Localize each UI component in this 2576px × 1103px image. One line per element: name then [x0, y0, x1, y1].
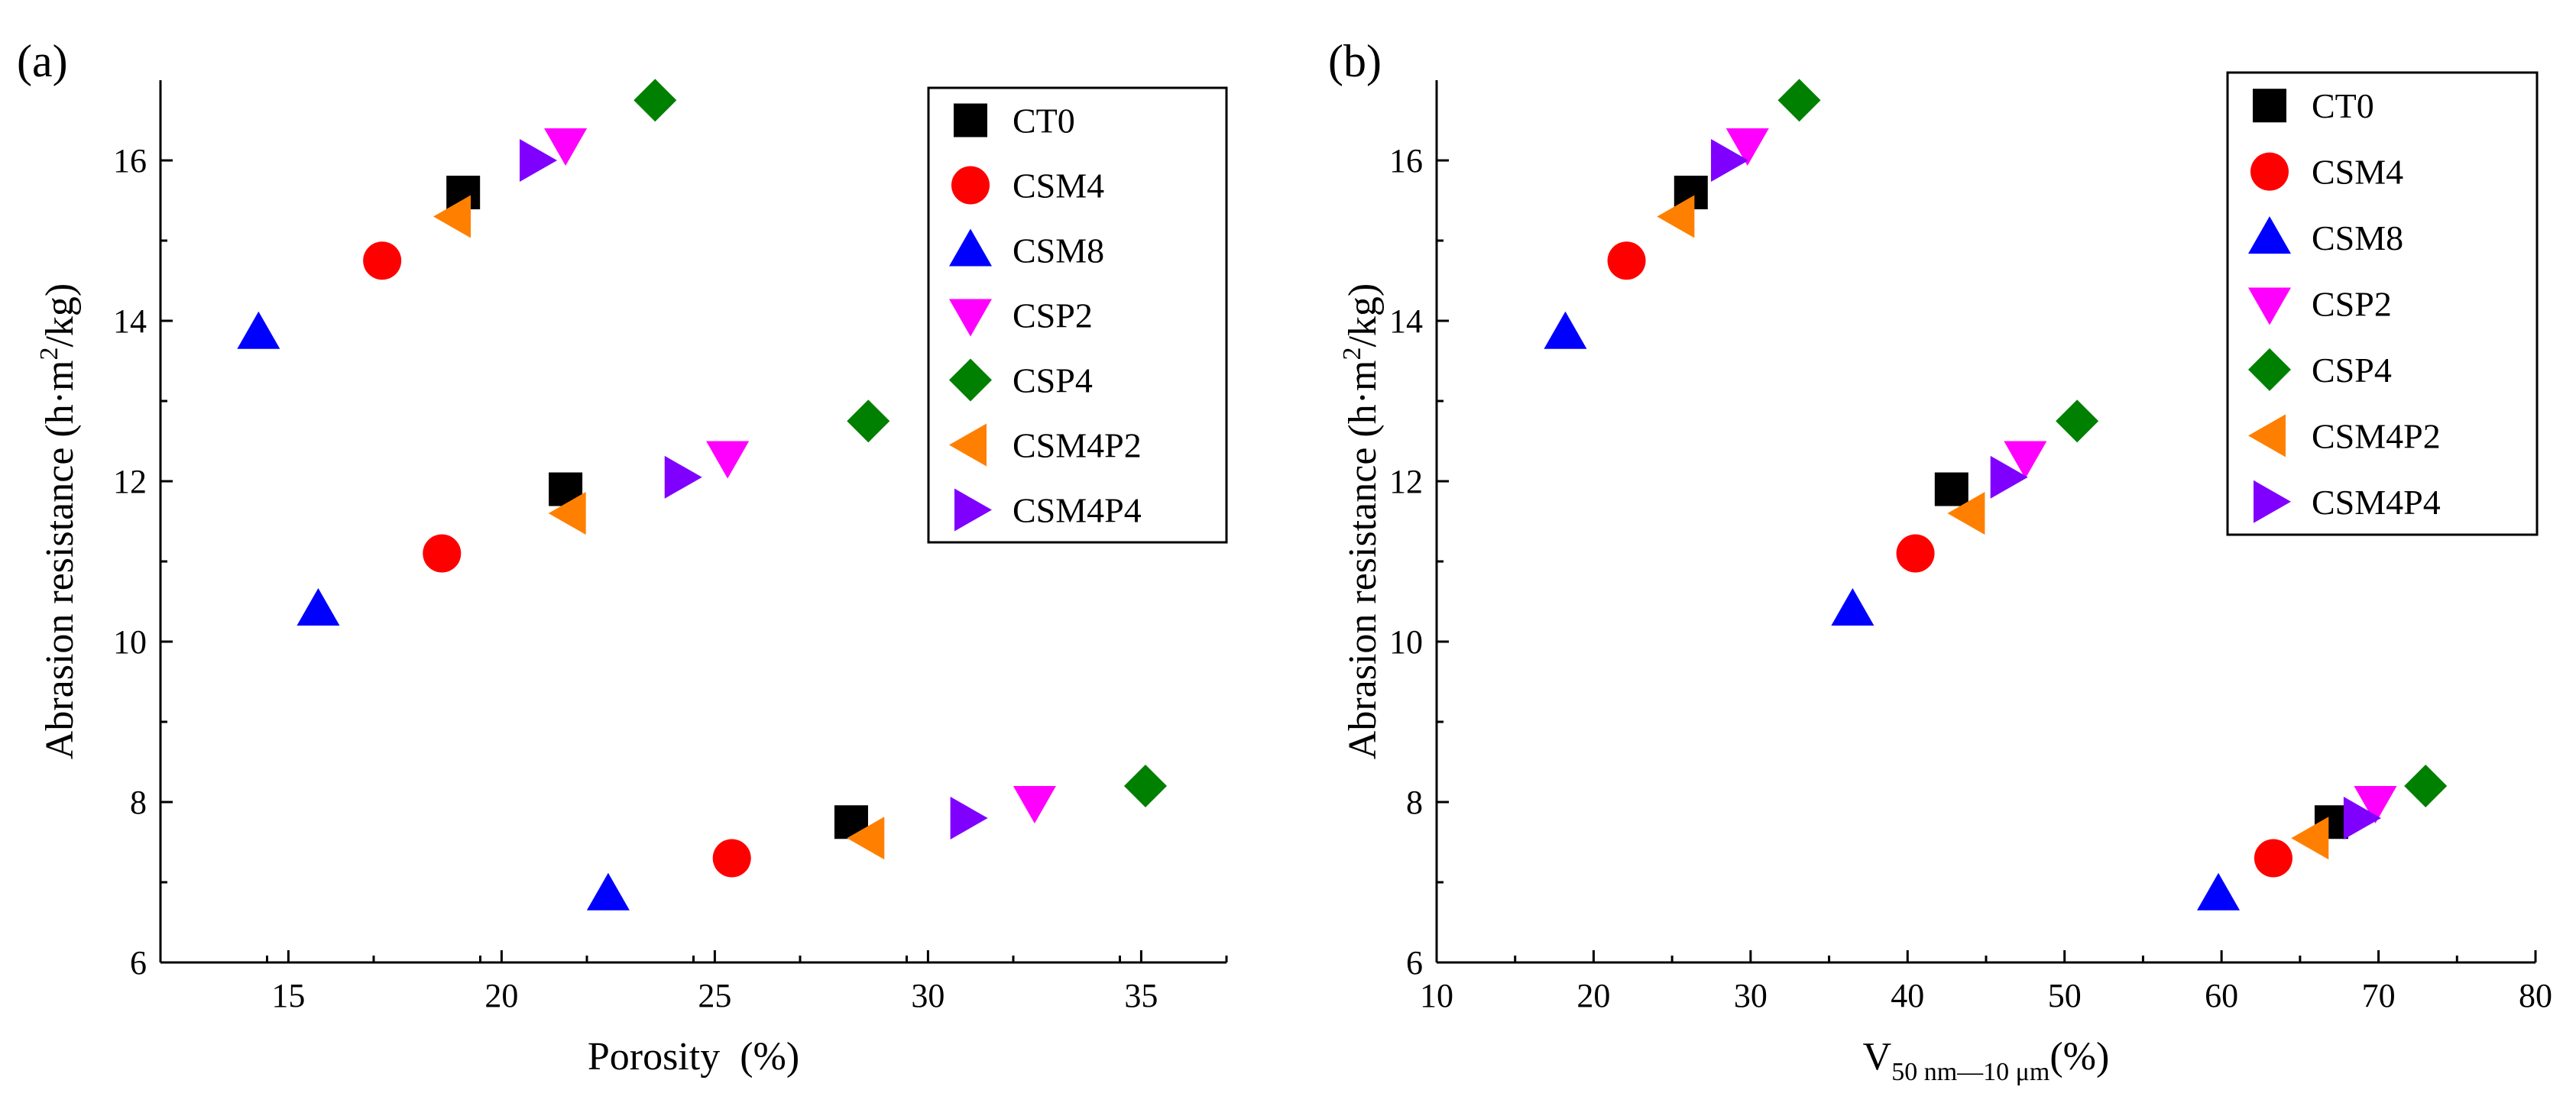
point-csp2	[544, 128, 588, 166]
legend-label-csm8: CSM8	[1013, 231, 1104, 270]
point-csm4p4	[950, 797, 988, 839]
legend-marker-csp2	[949, 299, 992, 337]
y-tick-label: 6	[1406, 944, 1423, 982]
y-tick-label: 12	[113, 463, 147, 500]
legend-marker-csp4	[2248, 348, 2291, 391]
y-axis-label: Abrasion resistance (h·m2/kg)	[35, 283, 82, 759]
y-tick-label: 16	[1389, 142, 1423, 180]
point-csm8	[2197, 872, 2241, 911]
x-tick-label: 10	[1420, 977, 1453, 1014]
point-csp2	[706, 441, 750, 479]
legend-label-csm4p2: CSM4P2	[1013, 426, 1142, 465]
y-tick-label: 6	[130, 944, 147, 982]
legend-marker-csm4p2	[949, 423, 987, 467]
point-csp4	[2404, 765, 2448, 807]
point-csm8	[237, 311, 280, 349]
y-tick-label: 10	[1389, 623, 1423, 661]
point-csm4p4	[1990, 455, 2028, 499]
point-csm4	[1607, 241, 1646, 280]
point-csp4	[2056, 399, 2099, 443]
legend-label-csm4p4: CSM4P4	[2312, 483, 2441, 522]
point-ct0	[1934, 472, 1968, 506]
legend-marker-ct0	[954, 103, 987, 137]
legend-marker-csp2	[2248, 287, 2291, 325]
legend-marker-csm8	[2248, 216, 2291, 254]
y-axis-label: Abrasion resistance (h·m2/kg)	[1338, 283, 1385, 759]
y-tick-label: 12	[1389, 463, 1423, 500]
legend-marker-csm4p2	[2248, 414, 2286, 458]
x-tick-label: 50	[2048, 977, 2082, 1014]
legend-label-csm4: CSM4	[1013, 167, 1104, 205]
legend-label-ct0: CT0	[2312, 86, 2374, 125]
x-tick-label: 60	[2205, 977, 2238, 1014]
x-tick-label: 80	[2519, 977, 2552, 1014]
legend-label-csp4: CSP4	[1013, 361, 1093, 400]
point-csm8	[586, 872, 630, 911]
panel-b: (b) 6 8 10 12 14 16 10 20 30 40 50 60 70 80 Abrasion re…	[1328, 36, 2552, 1086]
legend-marker-csm4	[951, 166, 990, 205]
x-tick-label: 70	[2362, 977, 2396, 1014]
panel-label: (a)	[17, 36, 68, 86]
x-axis-label: V50 nm—10 μm(%)	[1863, 1035, 2110, 1086]
x-tick-label: 30	[911, 977, 945, 1014]
y-tick-label: 14	[1389, 302, 1423, 340]
point-csm4p2	[2291, 817, 2329, 860]
point-csm4p4	[520, 139, 558, 182]
point-csp2	[1725, 128, 1769, 166]
x-tick-label: 20	[1576, 977, 1610, 1014]
point-csp4	[847, 399, 890, 443]
point-csm4p2	[548, 492, 586, 535]
point-csm4p2	[847, 817, 885, 860]
point-csm4	[2254, 839, 2292, 878]
legend-marker-csm8	[949, 228, 992, 267]
x-tick-label: 35	[1124, 977, 1158, 1014]
point-csm4p4	[664, 455, 702, 499]
y-tick-label: 8	[1406, 784, 1423, 821]
point-csp4	[633, 79, 677, 122]
point-csm4p2	[433, 195, 471, 238]
panel-label: (b)	[1328, 36, 1382, 86]
point-csm8	[1831, 588, 1874, 626]
legend-marker-csm4p4	[954, 488, 992, 532]
legend-label-ct0: CT0	[1013, 102, 1075, 141]
point-csm4	[712, 839, 751, 878]
y-tick-label: 14	[113, 302, 147, 340]
point-csm8	[1544, 311, 1587, 349]
point-csm4	[423, 534, 462, 573]
point-csp4	[1123, 765, 1167, 807]
x-tick-label: 30	[1734, 977, 1768, 1014]
panel-a: (a) 6 8 10 12 14 16 15 20 25 30 35 Abrasion resistan…	[17, 36, 1228, 1079]
legend-label-csm4: CSM4	[2312, 153, 2403, 192]
legend-label-csp4: CSP4	[2312, 351, 2392, 390]
legend-label-csp2: CSP2	[2312, 285, 2392, 324]
legend-label-csm4p4: CSM4P4	[1013, 491, 1142, 530]
point-csp4	[1777, 79, 1821, 122]
x-tick-label: 15	[271, 977, 305, 1014]
point-csm4p2	[1657, 195, 1695, 238]
legend-label-csm8: CSM8	[2312, 218, 2403, 257]
point-csm4	[363, 241, 402, 280]
x-axis-label: Porosity (%)	[588, 1035, 799, 1079]
point-csm8	[296, 588, 340, 626]
y-tick-label: 8	[130, 784, 147, 821]
legend-label-csm4p2: CSM4P2	[2312, 416, 2441, 455]
point-csm4p2	[1947, 492, 1985, 535]
legend-marker-csp4	[949, 358, 992, 402]
legend-marker-csm4	[2250, 152, 2289, 191]
legend-marker-ct0	[2253, 89, 2286, 123]
x-tick-label: 20	[484, 977, 518, 1014]
point-csm4p4	[1711, 139, 1749, 182]
y-tick-label: 10	[113, 623, 147, 661]
point-csm4p4	[2343, 797, 2381, 839]
point-csp2	[2004, 441, 2047, 479]
point-csp2	[1013, 786, 1056, 823]
x-tick-label: 40	[1891, 977, 1924, 1014]
point-csm4	[1896, 534, 1935, 573]
x-tick-label: 25	[698, 977, 731, 1014]
legend-marker-csm4p4	[2254, 480, 2291, 523]
point-csp2	[2354, 786, 2397, 823]
y-tick-label: 16	[113, 142, 147, 180]
legend-label-csp2: CSP2	[1013, 296, 1093, 335]
